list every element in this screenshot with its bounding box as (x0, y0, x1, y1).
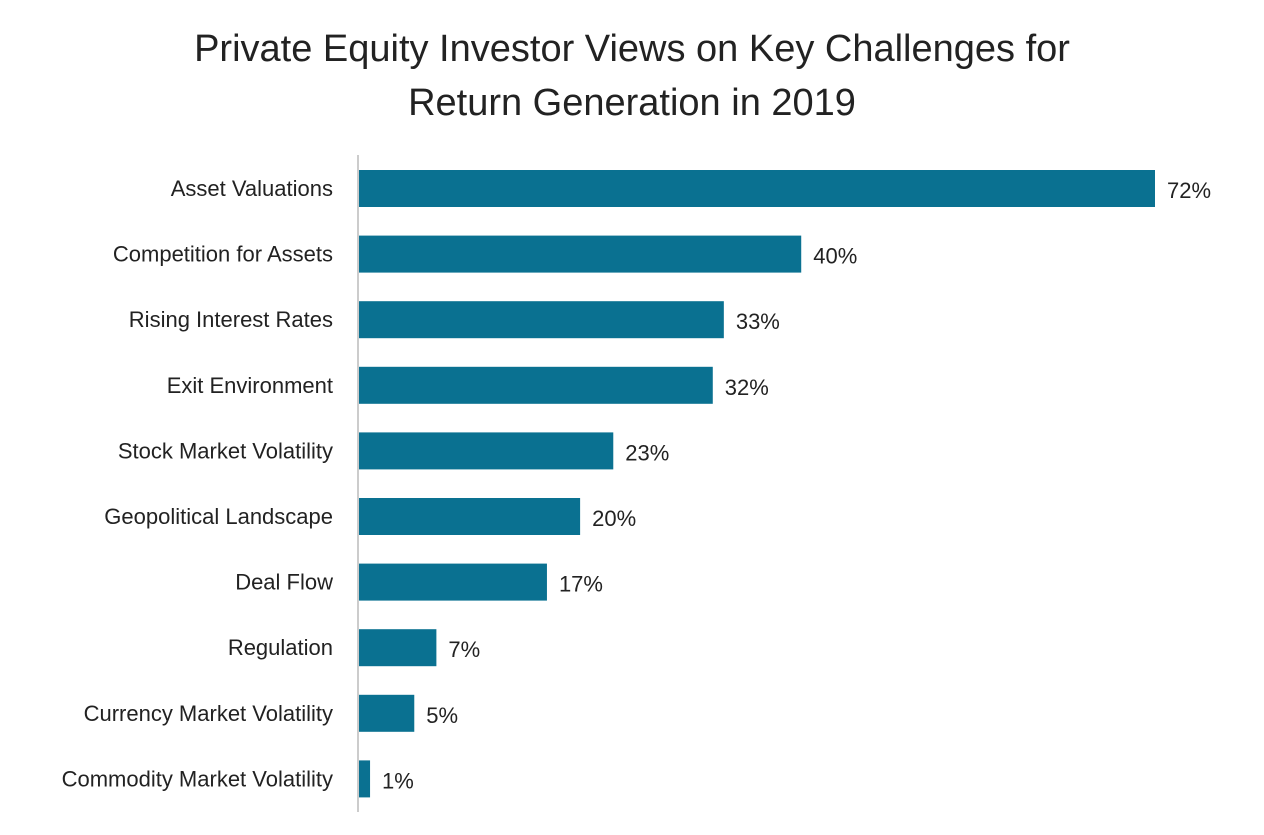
value-label-7: 7% (448, 637, 480, 662)
value-label-8: 5% (426, 703, 458, 728)
bar-1 (359, 235, 802, 273)
bars-group: Asset Valuations 72% Competition for Asset… (62, 170, 1211, 798)
bar-9 (359, 760, 371, 798)
category-label-1: Competition for Assets (113, 242, 333, 267)
category-label-0: Asset Valuations (171, 176, 333, 201)
bar-4 (359, 432, 614, 470)
chart-title: Private Equity Investor Views on Key Cha… (194, 28, 1070, 124)
value-label-2: 33% (736, 309, 780, 334)
category-label-7: Regulation (228, 635, 333, 660)
category-label-4: Stock Market Volatility (118, 438, 333, 463)
value-label-6: 17% (559, 572, 603, 597)
bar-8 (359, 694, 415, 732)
value-label-3: 32% (725, 375, 769, 400)
bar-2 (359, 301, 724, 339)
bar-6 (359, 563, 547, 601)
value-label-4: 23% (625, 440, 669, 465)
value-label-0: 72% (1167, 178, 1211, 203)
value-label-1: 40% (813, 244, 857, 269)
category-label-2: Rising Interest Rates (129, 307, 333, 332)
category-label-5: Geopolitical Landscape (104, 504, 333, 529)
category-label-6: Deal Flow (235, 570, 333, 595)
value-label-9: 1% (382, 768, 414, 793)
bar-5 (359, 498, 581, 535)
category-label-9: Commodity Market Volatility (62, 766, 333, 791)
category-label-3: Exit Environment (167, 373, 333, 398)
bar-3 (359, 366, 713, 404)
bar-7 (359, 629, 437, 667)
category-label-8: Currency Market Volatility (84, 701, 333, 726)
bar-0 (359, 170, 1155, 207)
value-label-5: 20% (592, 506, 636, 531)
